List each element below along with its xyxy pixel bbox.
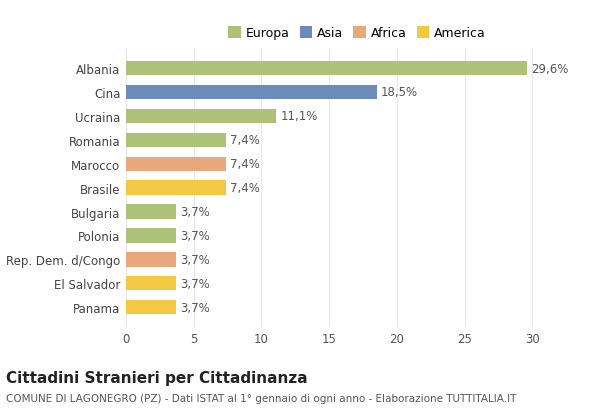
Bar	[126, 110, 277, 124]
Text: COMUNE DI LAGONEGRO (PZ) - Dati ISTAT al 1° gennaio di ogni anno - Elaborazione : COMUNE DI LAGONEGRO (PZ) - Dati ISTAT al…	[6, 393, 517, 403]
Bar	[126, 276, 176, 291]
Text: 3,7%: 3,7%	[180, 277, 210, 290]
Text: Cittadini Stranieri per Cittadinanza: Cittadini Stranieri per Cittadinanza	[6, 370, 308, 385]
Text: 7,4%: 7,4%	[230, 182, 260, 195]
Text: 7,4%: 7,4%	[230, 134, 260, 147]
Legend: Europa, Asia, Africa, America: Europa, Asia, Africa, America	[226, 25, 488, 43]
Text: 7,4%: 7,4%	[230, 158, 260, 171]
Text: 3,7%: 3,7%	[180, 253, 210, 266]
Text: 18,5%: 18,5%	[381, 86, 418, 99]
Text: 3,7%: 3,7%	[180, 301, 210, 314]
Text: 3,7%: 3,7%	[180, 205, 210, 218]
Text: 3,7%: 3,7%	[180, 229, 210, 242]
Bar	[126, 300, 176, 315]
Bar	[126, 229, 176, 243]
Bar	[126, 133, 226, 148]
Bar	[126, 157, 226, 171]
Bar	[126, 252, 176, 267]
Bar	[126, 181, 226, 195]
Text: 29,6%: 29,6%	[531, 63, 568, 75]
Text: 11,1%: 11,1%	[280, 110, 318, 123]
Bar	[126, 62, 527, 76]
Bar	[126, 205, 176, 219]
Bar	[126, 85, 377, 100]
